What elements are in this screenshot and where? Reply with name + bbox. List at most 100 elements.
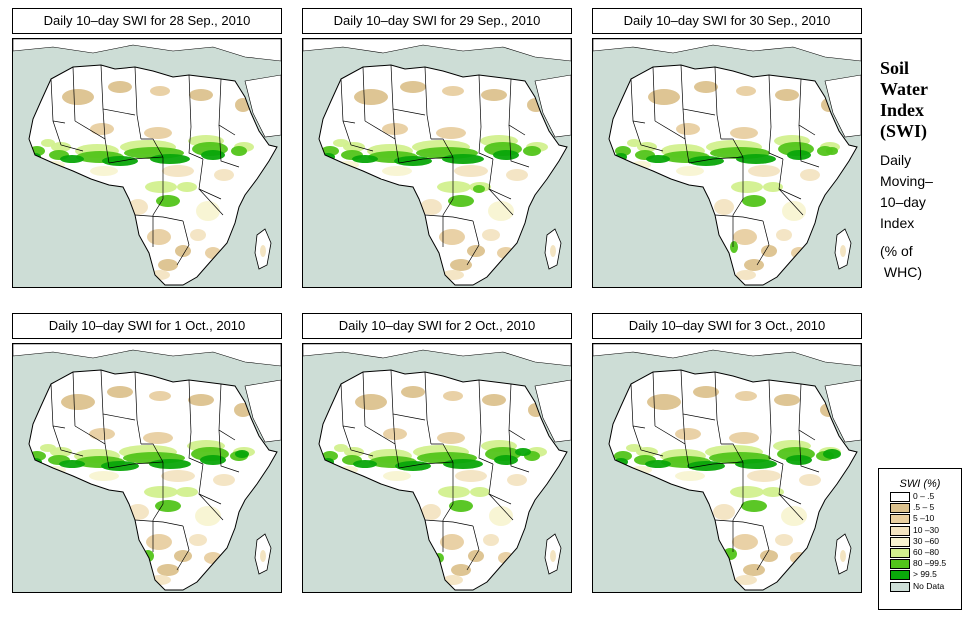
madagascar-patch bbox=[840, 550, 846, 562]
legend-swatch bbox=[890, 492, 910, 502]
legend-item: .5 – 5 bbox=[879, 502, 961, 514]
swi-patch bbox=[41, 139, 55, 147]
legend-swatch bbox=[890, 514, 910, 525]
swi-patch bbox=[421, 504, 441, 520]
swi-patch bbox=[747, 470, 781, 482]
legend-item: > 99.5 bbox=[879, 569, 961, 581]
swi-patch bbox=[454, 165, 488, 177]
country-border bbox=[362, 66, 366, 122]
side-sub-line: Index bbox=[880, 215, 915, 231]
swi-patch bbox=[157, 564, 179, 576]
swi-patch bbox=[400, 81, 426, 93]
country-border bbox=[688, 461, 744, 469]
africa-map bbox=[12, 343, 282, 593]
swi-patch bbox=[235, 450, 249, 458]
legend-swatch bbox=[890, 547, 910, 558]
swi-patch bbox=[647, 394, 681, 410]
country-border bbox=[442, 157, 454, 216]
swi-patch bbox=[482, 229, 500, 241]
swi-patch bbox=[344, 447, 364, 457]
africa-land bbox=[319, 370, 567, 590]
africa-map-svg bbox=[303, 344, 571, 592]
swi-patch bbox=[735, 459, 777, 469]
africa-map-svg bbox=[13, 39, 281, 287]
country-border bbox=[798, 429, 820, 473]
country-border bbox=[134, 214, 184, 222]
swi-patch bbox=[713, 504, 735, 520]
country-border bbox=[398, 461, 454, 469]
country-border bbox=[632, 120, 664, 152]
swi-patch bbox=[190, 229, 206, 241]
country-border bbox=[768, 431, 784, 465]
country-border bbox=[478, 126, 494, 160]
swi-patch bbox=[382, 123, 408, 135]
swi-patch bbox=[523, 146, 541, 156]
swi-patch bbox=[823, 449, 841, 459]
swi-patch bbox=[146, 534, 172, 550]
country-border bbox=[108, 156, 164, 164]
swi-patch bbox=[436, 127, 466, 139]
legend-title: SWI (%) bbox=[899, 478, 941, 490]
swi-patch bbox=[467, 245, 485, 257]
country-border bbox=[682, 108, 686, 140]
madagascar-patch bbox=[260, 550, 266, 562]
legend-label: 80 –99.5 bbox=[913, 558, 947, 569]
swi-field bbox=[322, 370, 560, 585]
swi-patch bbox=[826, 147, 838, 155]
swi-patch bbox=[449, 500, 473, 512]
legend-item: 30 –60 bbox=[879, 536, 961, 547]
country-border bbox=[682, 413, 686, 445]
side-sub-line: Daily bbox=[880, 152, 912, 168]
country-border bbox=[398, 156, 454, 164]
swi-patch bbox=[507, 474, 527, 486]
swi-patch bbox=[176, 487, 198, 497]
swi-patch bbox=[438, 486, 470, 498]
africa-map-svg bbox=[303, 39, 571, 287]
country-border bbox=[424, 519, 474, 527]
swi-patch bbox=[162, 165, 194, 177]
swi-patch bbox=[646, 155, 670, 163]
country-border bbox=[392, 413, 396, 445]
swi-patch bbox=[515, 448, 531, 456]
europe-land bbox=[13, 344, 281, 367]
swi-patch bbox=[201, 150, 225, 160]
swi-patch bbox=[735, 575, 757, 585]
swi-patch bbox=[451, 564, 471, 576]
swi-patch bbox=[482, 394, 506, 406]
coastline bbox=[318, 64, 568, 286]
country-border bbox=[134, 519, 184, 527]
legend-item: 60 –80 bbox=[879, 547, 961, 558]
country-border bbox=[218, 429, 240, 473]
swi-patch bbox=[693, 386, 719, 398]
legend-label: > 99.5 bbox=[913, 569, 937, 580]
country-border bbox=[141, 138, 164, 158]
swi-patch bbox=[177, 182, 197, 192]
swi-patch bbox=[761, 245, 777, 257]
panel-title: Daily 10–day SWI for 28 Sep., 2010 bbox=[12, 8, 282, 34]
country-border bbox=[342, 120, 374, 152]
swi-patch bbox=[760, 550, 778, 562]
africa-land bbox=[29, 65, 277, 285]
swi-patch bbox=[214, 169, 234, 181]
swi-patch bbox=[149, 459, 191, 469]
panel-1: Daily 10–day SWI for 29 Sep., 2010 bbox=[302, 8, 572, 288]
africa-land bbox=[29, 370, 277, 590]
swi-patch bbox=[50, 447, 72, 457]
country-border bbox=[714, 214, 764, 222]
country-border bbox=[768, 379, 772, 433]
swi-patch bbox=[60, 155, 84, 163]
country-border bbox=[141, 443, 164, 463]
swi-patch bbox=[483, 534, 499, 546]
arabia-land bbox=[534, 74, 571, 138]
swi-patch bbox=[196, 201, 220, 221]
country-border bbox=[198, 188, 224, 216]
coastline bbox=[608, 369, 858, 591]
swi-patch bbox=[401, 386, 425, 398]
country-border bbox=[431, 443, 454, 463]
swi-patch bbox=[676, 166, 704, 176]
swi-patch bbox=[494, 455, 518, 465]
swi-patch bbox=[450, 259, 472, 271]
swi-patch bbox=[730, 241, 738, 253]
swi-patch bbox=[144, 127, 172, 139]
swi-patch bbox=[59, 460, 85, 468]
